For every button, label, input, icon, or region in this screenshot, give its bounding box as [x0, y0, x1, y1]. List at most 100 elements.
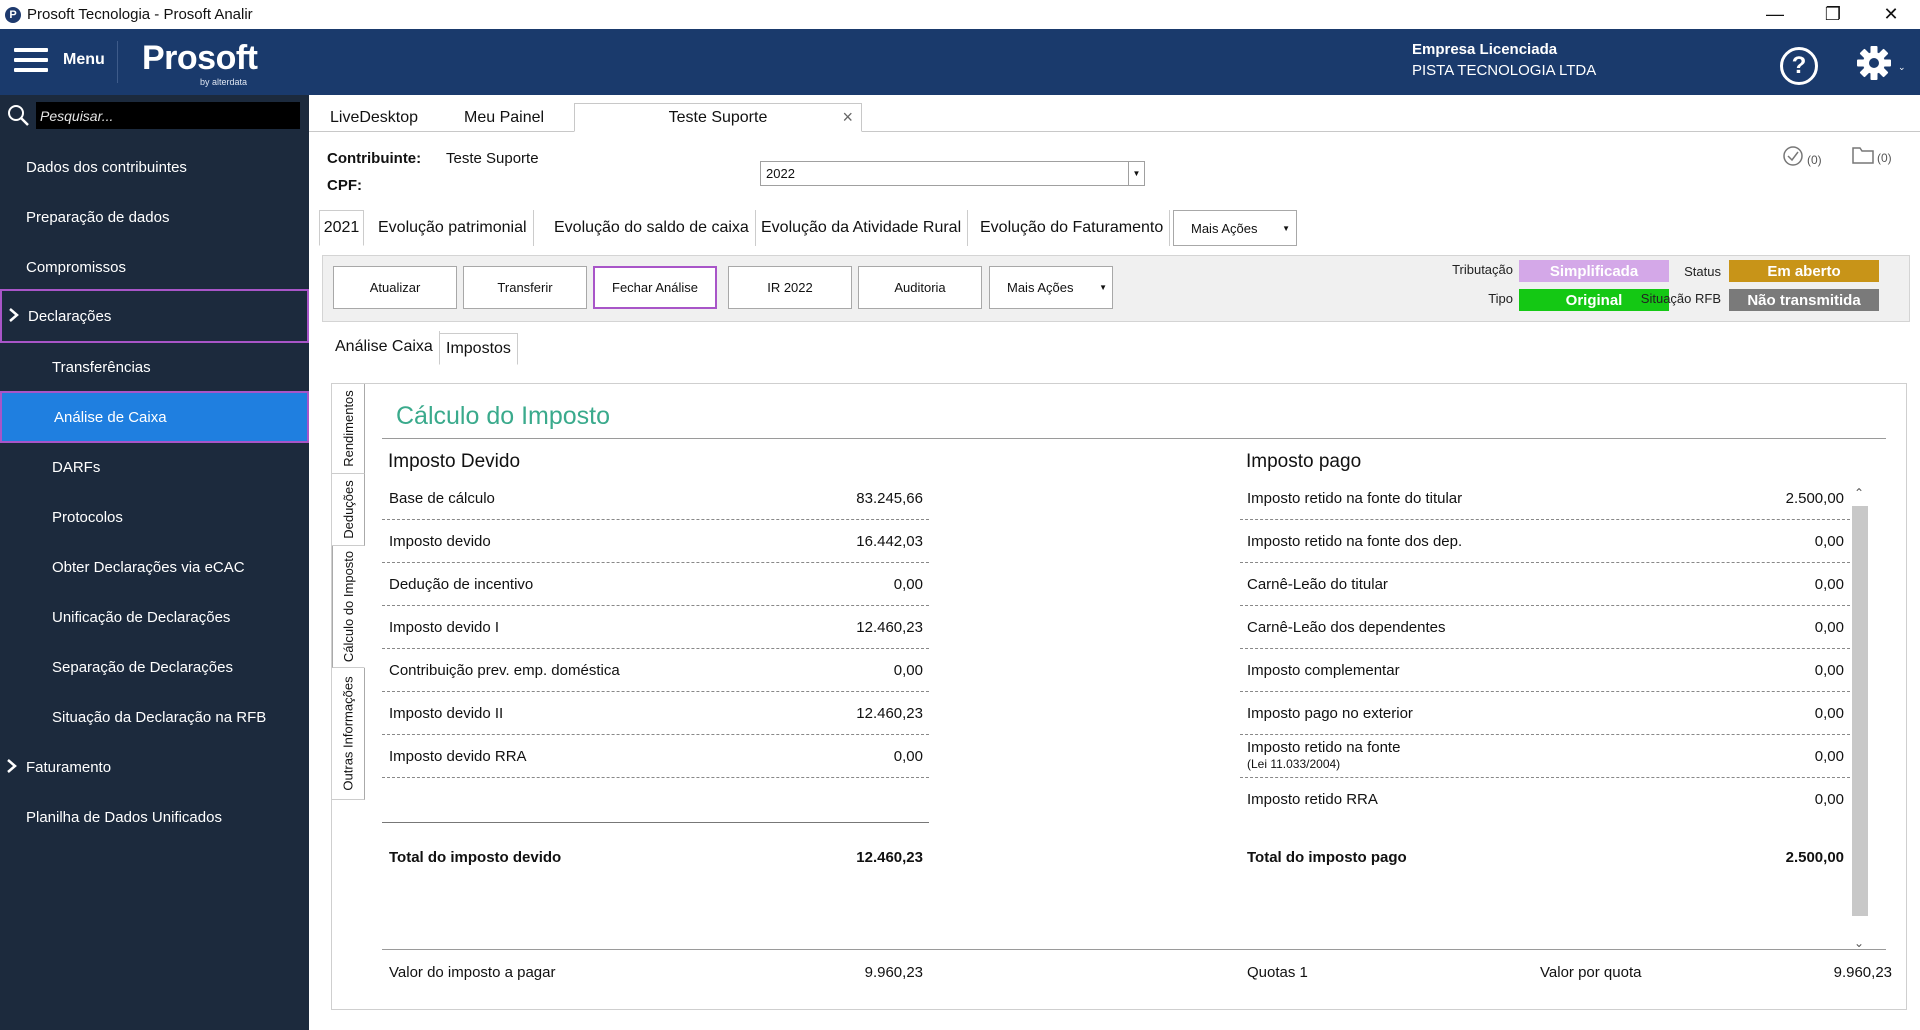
auditoria-button[interactable]: Auditoria	[858, 266, 982, 309]
tab-evolucao-patrimonial[interactable]: Evolução patrimonial	[372, 210, 534, 246]
transferir-button[interactable]: Transferir	[463, 266, 587, 309]
fechar-analise-button[interactable]: Fechar Análise	[593, 266, 717, 309]
check-count: (0)	[1807, 153, 1822, 167]
folder-count: (0)	[1877, 151, 1892, 165]
table-row: Imposto retido na fonte do titular 2.500,…	[1240, 477, 1850, 520]
sidebar-item-preparacao-dados[interactable]: Preparação de dados	[0, 192, 309, 242]
window-title: Prosoft Tecnologia - Prosoft Analir	[27, 6, 253, 23]
row-label: Imposto devido II	[389, 704, 504, 722]
mais-acoes-button[interactable]: Mais Ações ▼	[989, 266, 1113, 309]
sidebar-item-situacao-rfb[interactable]: Situação da Declaração na RFB	[0, 692, 309, 742]
table-row: Imposto pago no exterior 0,00	[1240, 692, 1850, 735]
row-value: 0,00	[1814, 704, 1844, 722]
minimize-button[interactable]: —	[1766, 4, 1784, 24]
sidebar-item-label: Transferências	[52, 358, 151, 376]
tab-analise-caixa[interactable]: Análise Caixa	[329, 331, 440, 363]
sidebar-item-label: Obter Declarações via eCAC	[52, 558, 245, 576]
total-label: Total do imposto devido	[389, 848, 562, 866]
prosoft-logo: Prosoft by alterdata	[142, 39, 258, 87]
table-row: Imposto devido 16.442,03	[382, 520, 929, 563]
check-circle-icon	[1783, 146, 1803, 166]
tab-evolucao-faturamento[interactable]: Evolução do Faturamento	[974, 210, 1171, 246]
status-badge: Em aberto	[1729, 260, 1879, 282]
row-value: 0,00	[1814, 661, 1844, 679]
sidebar-item-unificacao[interactable]: Unificação de Declarações	[0, 592, 309, 642]
sidebar-item-planilha[interactable]: Planilha de Dados Unificados	[0, 792, 309, 842]
row-value: 0,00	[1814, 618, 1844, 636]
tab-2021[interactable]: 2021	[319, 210, 364, 246]
vtab-outras-informacoes[interactable]: Outras Informações	[332, 668, 365, 800]
imposto-devido-heading: Imposto Devido	[388, 451, 521, 472]
mais-acoes-label: Mais Ações	[1007, 280, 1074, 295]
sidebar-item-label: Dados dos contribuintes	[26, 158, 187, 176]
action-toolbar: Atualizar Transferir Fechar Análise IR 2…	[322, 255, 1910, 322]
year-select-value: 2022	[766, 166, 795, 181]
pago-scrollbar[interactable]: ⌃ ⌄	[1850, 484, 1868, 954]
table-row: Imposto retido na fonte (Lei 11.033/2004…	[1240, 735, 1850, 778]
sidebar-item-analise-caixa[interactable]: Análise de Caixa	[0, 391, 309, 443]
sidebar-item-declaracoes[interactable]: Declarações	[0, 289, 309, 343]
sidebar-item-label: Separação de Declarações	[52, 658, 233, 676]
hamburger-icon	[14, 48, 48, 72]
scroll-thumb[interactable]	[1852, 506, 1868, 916]
total-value: 2.500,00	[1785, 848, 1844, 866]
scroll-down-icon[interactable]: ⌄	[1853, 936, 1865, 950]
atualizar-button[interactable]: Atualizar	[333, 266, 457, 309]
vtab-calculo-imposto[interactable]: Cálculo do Imposto	[332, 546, 365, 668]
sidebar-item-compromissos[interactable]: Compromissos	[0, 242, 309, 292]
close-window-button[interactable]: ✕	[1883, 4, 1899, 24]
sidebar-item-protocolos[interactable]: Protocolos	[0, 492, 309, 542]
tab-evolucao-saldo[interactable]: Evolução do saldo de caixa	[548, 210, 756, 246]
table-row: Imposto retido na fonte dos dep. 0,00	[1240, 520, 1850, 563]
row-value: 0,00	[1814, 575, 1844, 593]
help-icon[interactable]: ?	[1780, 47, 1818, 85]
sidebar-item-label: Preparação de dados	[26, 208, 170, 226]
tipo-label: Tipo	[1488, 291, 1513, 306]
gear-icon[interactable]	[1854, 43, 1894, 83]
valor-pagar-value: 9.960,23	[864, 964, 923, 981]
ir-2022-button[interactable]: IR 2022	[728, 266, 852, 309]
logo-text: Prosoft	[142, 39, 258, 77]
tab-impostos[interactable]: Impostos	[439, 333, 518, 365]
contribuinte-label: Contribuinte:	[327, 150, 422, 167]
tab-label: Teste Suporte	[668, 108, 768, 126]
tab-teste-suporte[interactable]: Teste Suporte ×	[574, 103, 862, 132]
valor-pagar-label: Valor do imposto a pagar	[389, 964, 556, 981]
close-tab-icon[interactable]: ×	[842, 107, 853, 127]
tab-livedesktop[interactable]: LiveDesktop	[330, 108, 419, 126]
tab-evolucao-rural[interactable]: Evolução da Atividade Rural	[755, 210, 969, 246]
sidebar-item-dados-contribuintes[interactable]: Dados dos contribuintes	[0, 142, 309, 192]
total-value: 12.460,23	[856, 848, 923, 866]
menu-button[interactable]: Menu	[14, 48, 105, 72]
row-label: Imposto retido na fonte do titular	[1247, 489, 1463, 507]
tab-meu-painel[interactable]: Meu Painel	[464, 108, 545, 126]
sidebar-item-separacao[interactable]: Separação de Declarações	[0, 642, 309, 692]
row-label: Imposto pago no exterior	[1247, 704, 1413, 722]
mais-acoes-label: Mais Ações	[1191, 220, 1258, 236]
sidebar-item-faturamento[interactable]: Faturamento	[0, 742, 309, 792]
mais-acoes-dropdown[interactable]: Mais Ações ▼	[1173, 210, 1297, 246]
vtab-deducoes[interactable]: Deduções	[332, 474, 365, 546]
folder-counter[interactable]: (0)	[1852, 145, 1892, 165]
restore-button[interactable]: ❐	[1824, 4, 1842, 24]
table-row: Imposto devido RRA 0,00	[382, 735, 929, 778]
calculo-title: Cálculo do Imposto	[396, 402, 611, 430]
vtab-rendimentos[interactable]: Rendimentos	[332, 384, 365, 474]
company-info: Empresa Licenciada PISTA TECNOLOGIA LTDA	[1412, 39, 1596, 81]
sidebar-search	[0, 95, 309, 135]
settings-caret-icon[interactable]: ⌄	[1898, 62, 1906, 72]
row-label: Carnê-Leão do titular	[1247, 575, 1388, 593]
sidebar-item-transferencias[interactable]: Transferências	[0, 342, 309, 392]
sidebar-item-darfs[interactable]: DARFs	[0, 442, 309, 492]
table-row: Imposto devido II 12.460,23	[382, 692, 929, 735]
year-select[interactable]: 2022 ▼	[760, 161, 1145, 186]
check-counter[interactable]: (0)	[1782, 145, 1822, 167]
quotas-label: Quotas 1	[1247, 964, 1308, 981]
row-value: 12.460,23	[856, 704, 923, 722]
sidebar-item-obter-declaracoes[interactable]: Obter Declarações via eCAC	[0, 542, 309, 592]
scroll-up-icon[interactable]: ⌃	[1853, 486, 1865, 500]
situacao-rfb-label: Situação RFB	[1640, 291, 1721, 306]
search-input[interactable]	[36, 102, 300, 129]
vertical-tabs: Rendimentos Deduções Cálculo do Imposto …	[332, 384, 365, 1011]
sidebar-item-label: Compromissos	[26, 258, 127, 276]
